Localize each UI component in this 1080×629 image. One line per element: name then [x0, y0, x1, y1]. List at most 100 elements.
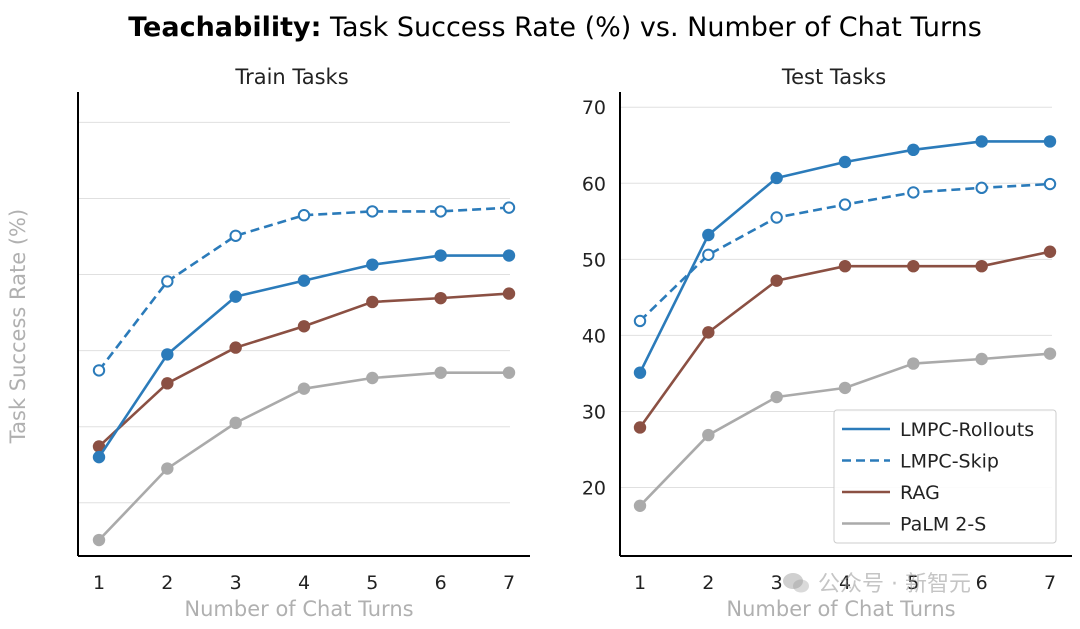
train-lmpc-skip-point [161, 275, 174, 288]
train-palm-line [98, 371, 509, 541]
test-y-tick-label: 50 [582, 249, 606, 271]
test-y-tick-label: 60 [582, 173, 606, 195]
test-rag-point [975, 259, 988, 273]
train-lmpc-rollouts-point [434, 249, 447, 262]
test-y-tick-label: 30 [582, 401, 606, 423]
train-lmpc-skip-point [229, 229, 242, 242]
figure-title-bold: Teachability: [128, 12, 322, 43]
test-lmpc-rollouts-point [907, 143, 920, 157]
figure-title-rest: Task Success Rate (%) vs. Number of Chat… [321, 12, 982, 43]
test-x-tick-label: 4 [839, 572, 851, 594]
test-lmpc-rollouts-point [770, 171, 783, 185]
train-x-tick-label: 5 [366, 572, 378, 594]
test-rag-line [638, 250, 1051, 429]
y-axis-label: Task Success Rate (%) [6, 209, 30, 444]
train-rag-point [434, 291, 447, 305]
legend-label-lmpc-skip: LMPC-Skip [900, 451, 999, 473]
train-lmpc-rollouts-point [229, 290, 242, 303]
train-x-tick-label: 7 [503, 572, 515, 594]
train-palm-point [366, 371, 379, 385]
test-palm-point [907, 357, 920, 370]
legend-label-rag: RAG [900, 482, 940, 504]
train-lmpc-skip-point [366, 205, 379, 218]
test-lmpc-rollouts-point [1043, 135, 1057, 148]
test-y-tick-label: 70 [582, 97, 606, 119]
legend-label-lmpc-rollouts: LMPC-Rollouts [900, 419, 1034, 441]
legend-box [833, 409, 1057, 544]
train-lmpc-skip-line [97, 206, 510, 372]
train-rag-point [297, 320, 311, 333]
train-palm-point [229, 416, 242, 430]
test-lmpc-rollouts-point [838, 155, 852, 169]
train-tasks-panel: Train Tasks 1 2 3 4 5 6 7 Number of Chat Turns [77, 65, 530, 621]
test-palm-point [770, 390, 783, 404]
test-y-tick-label: 20 [582, 478, 606, 500]
train-palm-point [297, 382, 311, 395]
train-rag-point [366, 295, 379, 309]
train-x-tick-label: 4 [298, 572, 310, 594]
test-rag-point [770, 274, 783, 287]
train-lmpc-rollouts-point [297, 274, 311, 287]
train-lmpc-rollouts-point [502, 249, 516, 262]
watermark-text: 公众号 · 新智元 [818, 572, 971, 597]
test-lmpc-skip-point [838, 198, 852, 211]
train-lmpc-rollouts-point [161, 348, 174, 361]
test-lmpc-rollouts-point [975, 135, 988, 148]
train-lmpc-skip-point [502, 201, 516, 214]
train-rag-point [92, 440, 106, 453]
train-panel-title: Train Tasks [234, 65, 348, 89]
test-rag-point [1043, 245, 1057, 258]
test-x-tick-label: 1 [634, 572, 646, 594]
test-lmpc-skip-point [702, 248, 715, 261]
test-lmpc-rollouts-line [638, 140, 1050, 374]
test-palm-point [838, 381, 852, 395]
train-palm-point [161, 462, 174, 475]
train-palm-point [434, 366, 447, 379]
test-lmpc-rollouts-point [702, 228, 715, 242]
test-lmpc-rollouts-point [633, 366, 647, 379]
train-rag-point [161, 377, 174, 390]
train-rag-point [229, 341, 242, 354]
train-palm-point [502, 366, 516, 379]
test-x-tick-label: 5 [907, 572, 919, 594]
train-x-tick-label: 6 [435, 572, 447, 594]
test-lmpc-skip-point [907, 186, 920, 199]
train-palm-point [92, 533, 106, 547]
test-rag-point [633, 421, 647, 434]
test-lmpc-skip-point [633, 314, 647, 328]
test-panel-title: Test Tasks [781, 65, 886, 89]
watermark: 公众号 · 新智元 [782, 566, 971, 598]
train-x-tick-label: 2 [161, 572, 173, 594]
train-x-tick-label: 1 [93, 572, 105, 594]
test-lmpc-skip-point [1043, 177, 1057, 191]
test-tasks-panel: Test Tasks 1 2 3 4 5 6 7 Number of Chat Turns 20 3… [582, 65, 1072, 621]
test-rag-point [907, 259, 920, 273]
legend-label-palm: PaLM 2-S [900, 514, 986, 536]
test-palm-point [975, 352, 988, 366]
train-lmpc-rollouts-point [92, 450, 106, 464]
figure-title: Teachability: Task Success Rate (%) vs. … [0, 12, 1080, 43]
test-palm-point [702, 428, 715, 442]
test-lmpc-skip-point [770, 211, 783, 224]
test-rag-point [702, 326, 715, 339]
test-lmpc-skip-point [975, 181, 988, 195]
test-y-tick-label: 40 [582, 325, 606, 347]
test-x-tick-label: 3 [771, 572, 783, 594]
test-rag-point [838, 259, 852, 273]
wechat-icon [783, 573, 809, 593]
test-palm-point [633, 499, 647, 512]
test-x-tick-label: 2 [702, 572, 714, 594]
train-x-axis-label: Number of Chat Turns [184, 597, 413, 621]
test-x-tick-label: 6 [976, 572, 988, 594]
train-rag-point [502, 287, 516, 300]
test-palm-point [1043, 347, 1057, 360]
train-rag-line [98, 292, 510, 448]
train-lmpc-rollouts-point [366, 258, 379, 271]
test-x-axis-label: Number of Chat Turns [726, 597, 955, 621]
test-x-tick-label: 7 [1044, 572, 1056, 594]
train-lmpc-skip-point [297, 209, 311, 222]
train-x-tick-label: 3 [230, 572, 242, 594]
train-lmpc-skip-point [92, 364, 106, 377]
